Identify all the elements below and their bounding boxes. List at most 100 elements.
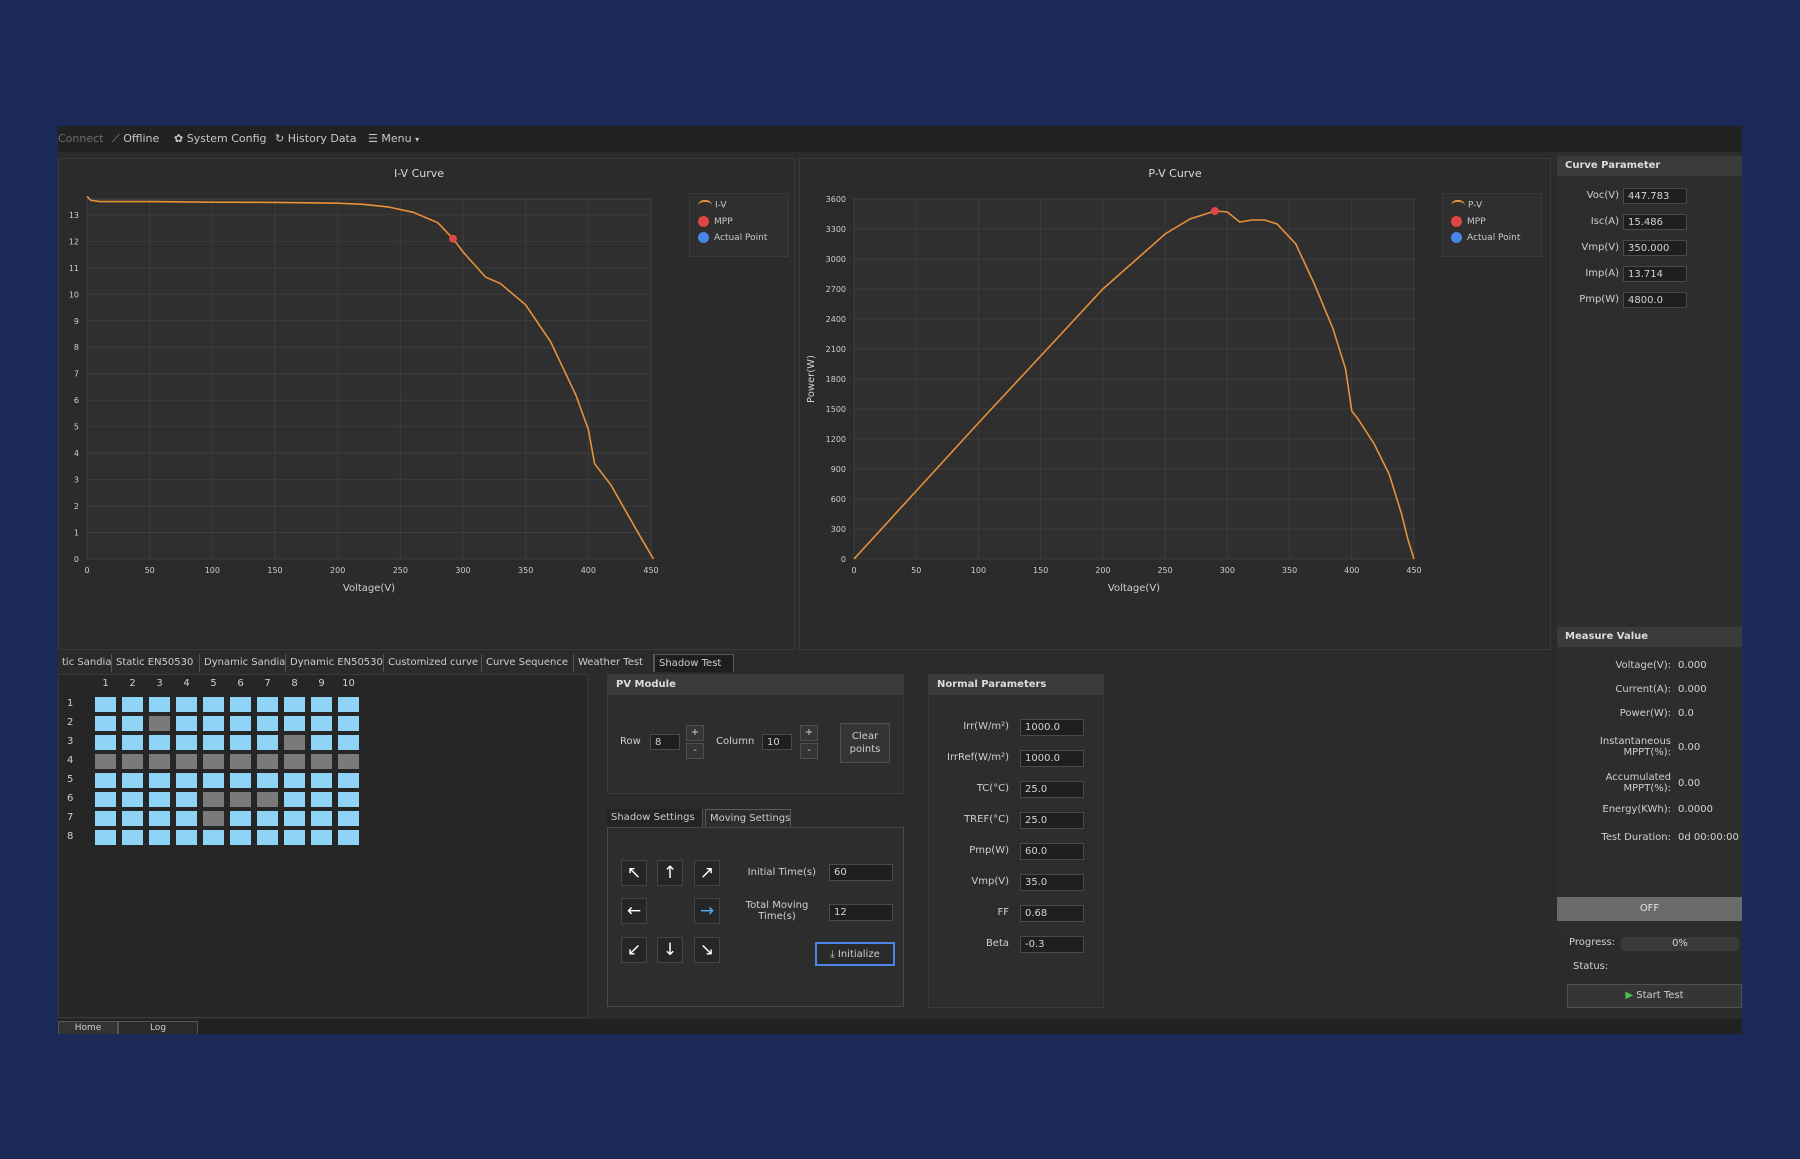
log-tab[interactable]: Log <box>118 1021 198 1034</box>
curve-param-value[interactable]: 447.783 <box>1623 188 1687 204</box>
pv-cell[interactable] <box>176 811 197 826</box>
pv-cell[interactable] <box>230 792 251 807</box>
pv-cell[interactable] <box>122 830 143 845</box>
pv-cell[interactable] <box>95 811 116 826</box>
normal-param-value[interactable]: 0.68 <box>1020 905 1084 922</box>
pv-cell[interactable] <box>122 716 143 731</box>
pv-cell[interactable] <box>95 830 116 845</box>
pv-cell[interactable] <box>338 716 359 731</box>
normal-param-value[interactable]: 1000.0 <box>1020 719 1084 736</box>
pv-cell[interactable] <box>284 792 305 807</box>
pv-cell[interactable] <box>203 830 224 845</box>
mode-tab[interactable]: Curve Sequence <box>482 654 574 672</box>
pv-cell[interactable] <box>257 697 278 712</box>
curve-param-value[interactable]: 13.714 <box>1623 266 1687 282</box>
initial-time-input[interactable]: 60 <box>829 864 893 881</box>
pv-cell[interactable] <box>230 811 251 826</box>
pv-cell[interactable] <box>122 773 143 788</box>
pv-cell[interactable] <box>311 773 332 788</box>
arrow-down-right-icon[interactable]: ↘ <box>694 937 720 963</box>
pv-cell[interactable] <box>284 716 305 731</box>
arrow-right-icon[interactable]: → <box>694 898 720 924</box>
pv-cell[interactable] <box>338 830 359 845</box>
pv-cell[interactable] <box>149 754 170 769</box>
pv-cell[interactable] <box>203 735 224 750</box>
offline-button[interactable]: ⟋ Offline <box>112 132 159 146</box>
curve-param-value[interactable]: 4800.0 <box>1623 292 1687 308</box>
pv-cell[interactable] <box>338 792 359 807</box>
shadow-grid[interactable]: 1 2 3 4 5 6 7 8 9 10 1 2 3 4 5 6 7 8 <box>59 675 389 855</box>
history-data-button[interactable]: ↻ History Data <box>275 132 357 145</box>
mode-tab[interactable]: Dynamic EN50530 <box>286 654 384 672</box>
mode-tab[interactable]: Shadow Test <box>654 654 734 672</box>
column-input[interactable]: 10 <box>762 734 792 750</box>
pv-cell[interactable] <box>203 697 224 712</box>
pv-cell[interactable] <box>284 735 305 750</box>
connect-button[interactable]: Connect <box>58 132 104 145</box>
column-minus-button[interactable]: - <box>800 743 818 759</box>
system-config-button[interactable]: ✿ System Config <box>174 132 267 145</box>
mode-tab[interactable]: Static EN50530 <box>112 654 200 672</box>
row-minus-button[interactable]: - <box>686 743 704 759</box>
mode-tab[interactable]: Weather Test <box>574 654 654 672</box>
pv-cell[interactable] <box>203 811 224 826</box>
pv-cell[interactable] <box>122 735 143 750</box>
pv-cell[interactable] <box>311 830 332 845</box>
arrow-up-icon[interactable]: ↑ <box>657 860 683 886</box>
pv-cell[interactable] <box>257 792 278 807</box>
pv-cell[interactable] <box>257 830 278 845</box>
pv-cell[interactable] <box>176 773 197 788</box>
pv-cell[interactable] <box>338 773 359 788</box>
pv-cell[interactable] <box>311 716 332 731</box>
pv-cell[interactable] <box>176 735 197 750</box>
arrow-down-left-icon[interactable]: ↙ <box>621 937 647 963</box>
initialize-button[interactable]: ⤓ Initialize <box>815 942 895 966</box>
normal-param-value[interactable]: 1000.0 <box>1020 750 1084 767</box>
mode-tab[interactable]: Customized curve <box>384 654 482 672</box>
pv-cell[interactable] <box>95 773 116 788</box>
pv-cell[interactable] <box>257 773 278 788</box>
row-plus-button[interactable]: + <box>686 725 704 741</box>
arrow-up-right-icon[interactable]: ↗ <box>694 860 720 886</box>
column-plus-button[interactable]: + <box>800 725 818 741</box>
pv-cell[interactable] <box>230 697 251 712</box>
curve-param-value[interactable]: 350.000 <box>1623 240 1687 256</box>
pv-cell[interactable] <box>122 811 143 826</box>
pv-cell[interactable] <box>95 792 116 807</box>
pv-cell[interactable] <box>311 811 332 826</box>
total-moving-time-input[interactable]: 12 <box>829 904 893 921</box>
menu-button[interactable]: ☰ Menu ▾ <box>368 132 419 145</box>
pv-cell[interactable] <box>95 697 116 712</box>
pv-cell[interactable] <box>257 754 278 769</box>
pv-cell[interactable] <box>176 697 197 712</box>
pv-cell[interactable] <box>338 697 359 712</box>
pv-cell[interactable] <box>149 773 170 788</box>
pv-cell[interactable] <box>230 754 251 769</box>
pv-cell[interactable] <box>176 792 197 807</box>
pv-cell[interactable] <box>311 792 332 807</box>
clear-points-button[interactable]: Clear points <box>840 723 890 763</box>
arrow-down-icon[interactable]: ↓ <box>657 937 683 963</box>
arrow-up-left-icon[interactable]: ↖ <box>621 860 647 886</box>
pv-cell[interactable] <box>149 716 170 731</box>
pv-cell[interactable] <box>284 754 305 769</box>
pv-cell[interactable] <box>230 735 251 750</box>
off-indicator[interactable]: OFF <box>1557 897 1742 921</box>
start-test-button[interactable]: ▶ Start Test <box>1567 984 1742 1008</box>
settings-subtab[interactable]: Moving Settings <box>705 809 791 827</box>
pv-cell[interactable] <box>149 830 170 845</box>
pv-cell[interactable] <box>284 773 305 788</box>
pv-cell[interactable] <box>284 697 305 712</box>
home-tab[interactable]: Home <box>58 1021 118 1034</box>
pv-cell[interactable] <box>203 754 224 769</box>
pv-cell[interactable] <box>176 716 197 731</box>
pv-cell[interactable] <box>338 754 359 769</box>
pv-cell[interactable] <box>95 735 116 750</box>
pv-cell[interactable] <box>284 811 305 826</box>
pv-cell[interactable] <box>122 792 143 807</box>
pv-cell[interactable] <box>311 735 332 750</box>
mode-tab[interactable]: Dynamic Sandia <box>200 654 286 672</box>
normal-param-value[interactable]: -0.3 <box>1020 936 1084 953</box>
pv-cell[interactable] <box>311 697 332 712</box>
pv-cell[interactable] <box>257 811 278 826</box>
